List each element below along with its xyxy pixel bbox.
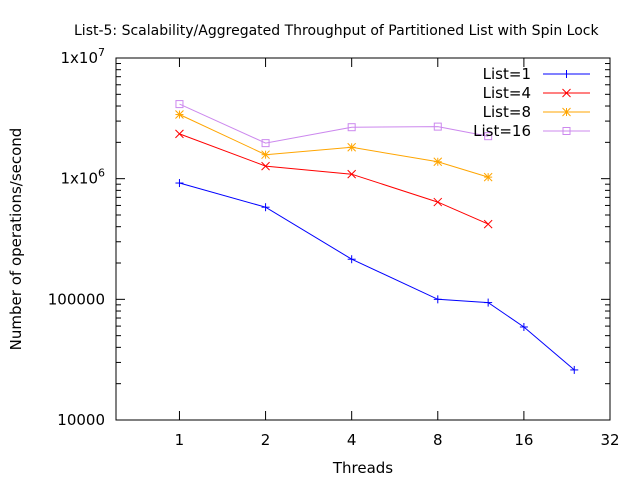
data-point <box>433 197 443 207</box>
data-point <box>433 157 443 167</box>
data-point <box>347 142 357 152</box>
y-tick-label: 1x107 <box>60 46 105 67</box>
series-line-3 <box>179 114 489 178</box>
legend-label: List=16 <box>473 122 531 140</box>
legend-marker <box>562 88 571 98</box>
legend-marker <box>562 107 571 117</box>
y-tick-label: 1x106 <box>60 167 105 188</box>
data-point <box>175 179 184 188</box>
legend-label: List=8 <box>483 103 531 121</box>
data-point <box>347 255 356 264</box>
data-point <box>261 161 270 171</box>
x-tick-label: 4 <box>347 431 357 449</box>
data-point <box>433 122 442 131</box>
data-point <box>261 203 270 212</box>
data-point <box>570 365 579 374</box>
data-point <box>347 169 357 179</box>
data-point <box>519 322 528 331</box>
data-point <box>484 132 493 141</box>
data-point <box>175 110 184 119</box>
data-point <box>484 298 493 307</box>
data-point <box>347 123 356 132</box>
x-tick-label: 16 <box>514 431 533 449</box>
data-point <box>175 129 184 139</box>
x-tick-label: 8 <box>433 431 443 449</box>
x-tick-label: 1 <box>175 431 185 449</box>
data-point <box>261 139 270 148</box>
legend-marker <box>562 70 571 78</box>
x-axis-label: Threads <box>332 459 393 477</box>
data-point <box>433 295 442 304</box>
legend-label: List=1 <box>483 65 531 83</box>
y-tick-label: 100000 <box>48 290 105 308</box>
series-line-1 <box>179 182 575 371</box>
legend-label: List=4 <box>483 84 531 102</box>
data-point <box>483 172 493 182</box>
data-point <box>483 219 493 229</box>
chart-title: List-5: Scalability/Aggregated Throughpu… <box>74 23 599 39</box>
series-line-2 <box>179 133 489 225</box>
x-tick-label: 32 <box>600 431 619 449</box>
y-axis-label: Number of operations/second <box>7 128 25 351</box>
x-tick-label: 2 <box>261 431 271 449</box>
legend-marker <box>562 127 571 135</box>
data-point <box>175 100 184 109</box>
series-layer <box>175 100 579 374</box>
plot-frame <box>115 57 611 421</box>
y-tick-label: 10000 <box>57 411 105 429</box>
data-point <box>261 150 270 160</box>
y-axis: 10000 100000 1x106 1x107 <box>48 46 610 429</box>
series-line-4 <box>179 103 489 144</box>
x-axis: 1 2 4 8 16 32 <box>175 58 620 449</box>
